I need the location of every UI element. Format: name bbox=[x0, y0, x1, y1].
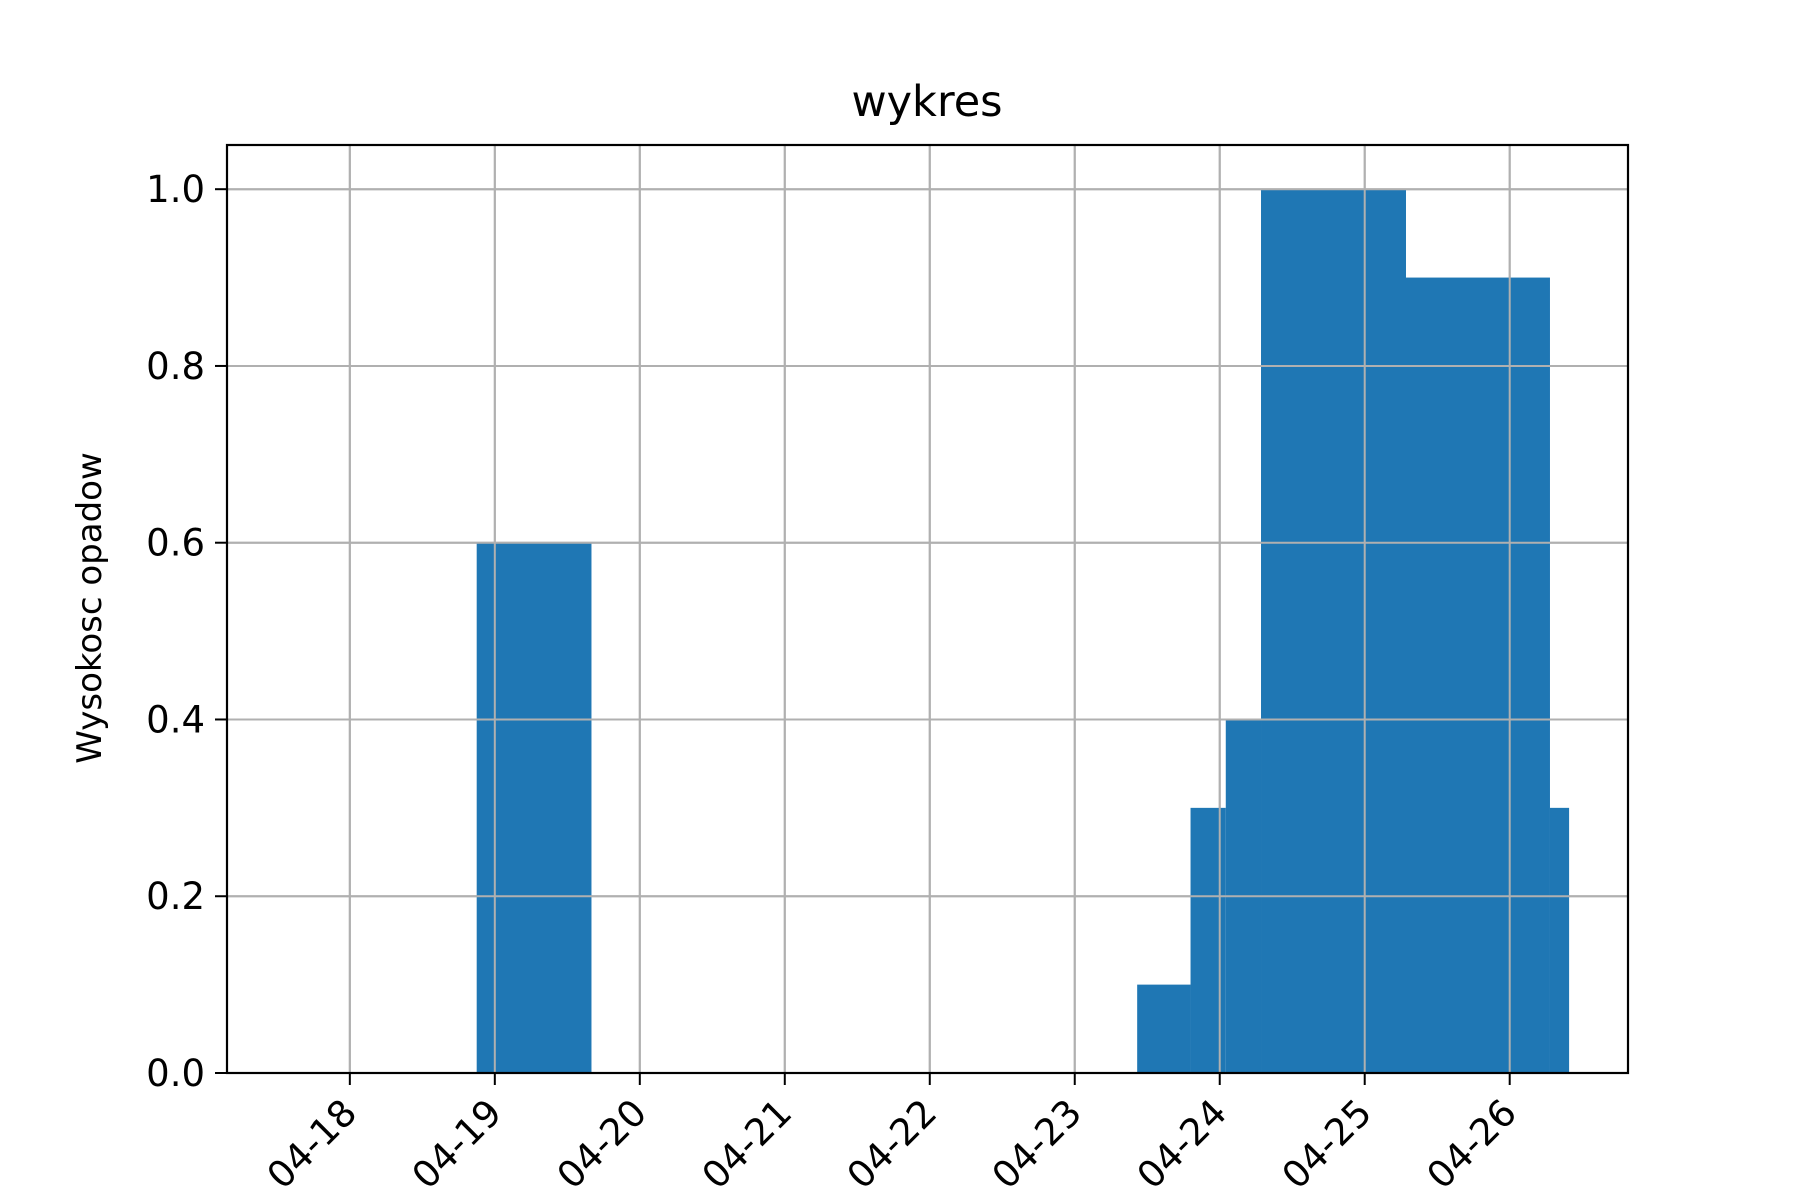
y-tick-label: 0.8 bbox=[146, 345, 205, 388]
bars bbox=[227, 145, 1628, 1074]
x-tick-label: 04-23 bbox=[984, 1091, 1090, 1197]
bar bbox=[1549, 807, 1570, 1073]
x-tick-label: 04-26 bbox=[1419, 1091, 1525, 1197]
x-tick-label: 04-24 bbox=[1129, 1091, 1235, 1197]
bar bbox=[1261, 189, 1406, 1073]
x-tick-label: 04-21 bbox=[694, 1091, 800, 1197]
bar bbox=[476, 542, 592, 1073]
x-tick-label: 04-19 bbox=[404, 1091, 510, 1197]
x-tick-label: 04-22 bbox=[839, 1091, 945, 1197]
bar bbox=[1405, 277, 1550, 1074]
y-axis-label: Wysokosc opadow bbox=[70, 452, 110, 764]
y-tick-label: 0.0 bbox=[146, 1052, 205, 1095]
y-tick-label: 1.0 bbox=[146, 168, 205, 211]
x-tick-label: 04-20 bbox=[549, 1091, 655, 1197]
y-tick-label: 0.6 bbox=[146, 522, 205, 565]
bar bbox=[1137, 984, 1191, 1073]
x-tick-label: 04-25 bbox=[1274, 1091, 1380, 1197]
chart-title: wykres bbox=[851, 77, 1002, 127]
plot-frame bbox=[225, 143, 1630, 1075]
y-tick-label: 0.4 bbox=[146, 698, 205, 741]
y-tick-label: 0.2 bbox=[146, 875, 205, 918]
x-tick-label: 04-18 bbox=[259, 1091, 365, 1197]
